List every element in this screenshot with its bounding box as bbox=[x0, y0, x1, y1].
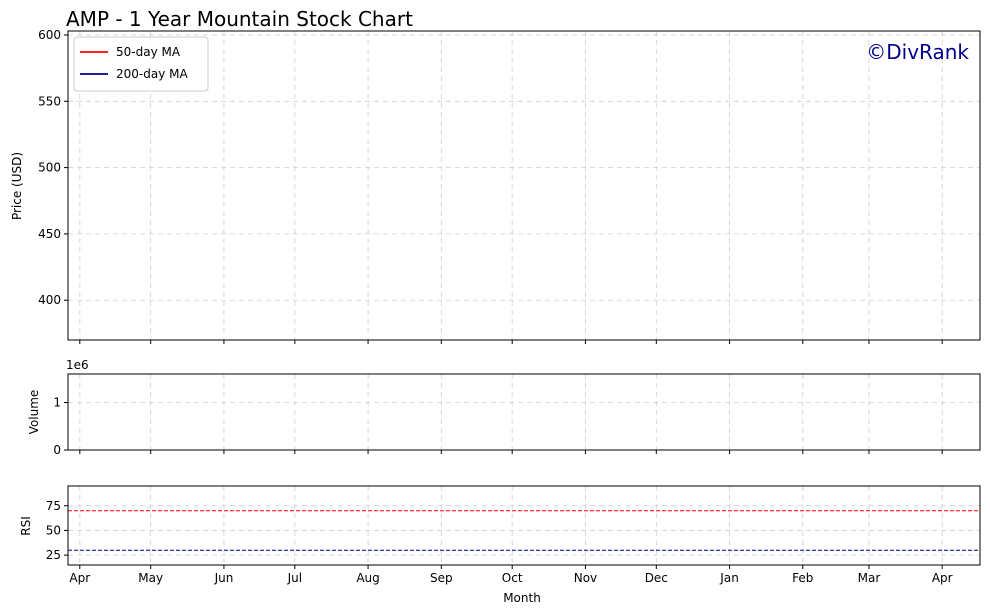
volume-y-tick-label: 1 bbox=[53, 396, 61, 410]
month-tick-label: May bbox=[138, 571, 163, 585]
month-tick-label: Jul bbox=[287, 571, 302, 585]
month-tick-label: Sep bbox=[430, 571, 453, 585]
price-y-tick-label: 450 bbox=[38, 227, 61, 241]
watermark-text: ©DivRank bbox=[866, 40, 969, 64]
month-tick-label: Jan bbox=[719, 571, 739, 585]
rsi-frame bbox=[67, 485, 981, 566]
rsi-x-ticks: Apr May Jun Jul Aug Sep Oct Nov Dec Jan Feb Mar Apr bbox=[69, 565, 953, 585]
volume-scale-label: 1e6 bbox=[66, 358, 89, 372]
volume-y-axis-label: Volume bbox=[27, 390, 41, 435]
legend: 50-day MA 200-day MA bbox=[73, 36, 209, 92]
rsi-gridlines bbox=[68, 486, 980, 565]
rsi-y-tick-label: 50 bbox=[46, 523, 61, 537]
month-tick-label: Mar bbox=[858, 571, 881, 585]
rsi-y-axis-label: RSI bbox=[19, 516, 33, 536]
volume-gridlines bbox=[68, 374, 980, 451]
price-y-tick-label: 400 bbox=[38, 293, 61, 307]
price-y-tick-label: 550 bbox=[38, 94, 61, 108]
volume-x-ticks bbox=[79, 450, 943, 454]
legend-box bbox=[73, 36, 209, 92]
month-tick-label: Apr bbox=[932, 571, 953, 585]
x-axis-label: Month bbox=[503, 591, 541, 605]
price-y-tick-label: 500 bbox=[38, 161, 61, 175]
month-tick-label: Aug bbox=[356, 571, 379, 585]
price-gridlines bbox=[68, 31, 980, 340]
rsi-y-tick-label: 75 bbox=[46, 499, 61, 513]
volume-frame bbox=[67, 373, 981, 451]
month-tick-label: Nov bbox=[574, 571, 597, 585]
legend-label-ma200: 200-day MA bbox=[116, 67, 188, 81]
price-x-ticks bbox=[79, 340, 943, 344]
rsi-y-ticks: 25 50 75 bbox=[46, 499, 68, 562]
month-tick-label: Apr bbox=[69, 571, 90, 585]
legend-label-ma50: 50-day MA bbox=[116, 45, 181, 59]
volume-y-ticks: 01 bbox=[53, 396, 68, 457]
price-y-tick-label: 600 bbox=[38, 28, 61, 42]
price-panel: 400 450 500 550 600 Price (USD) 50-day MA 20… bbox=[10, 28, 981, 344]
month-tick-label: Oct bbox=[502, 571, 523, 585]
price-y-ticks: 400 450 500 550 600 bbox=[38, 28, 68, 307]
price-frame bbox=[67, 30, 981, 341]
month-tick-label: Dec bbox=[645, 571, 668, 585]
volume-panel: 01 1e6 Volume bbox=[27, 358, 981, 457]
rsi-y-tick-label: 25 bbox=[46, 548, 61, 562]
volume-y-tick-label: 0 bbox=[53, 443, 61, 457]
chart-title: AMP - 1 Year Mountain Stock Chart bbox=[66, 7, 413, 31]
price-y-axis-label: Price (USD) bbox=[10, 152, 24, 220]
rsi-panel: 25 50 75 Apr May Jun Jul Aug Sep Oct Nov Dec Jan Feb… bbox=[19, 485, 981, 585]
month-tick-label: Jun bbox=[214, 571, 234, 585]
month-tick-label: Feb bbox=[792, 571, 813, 585]
